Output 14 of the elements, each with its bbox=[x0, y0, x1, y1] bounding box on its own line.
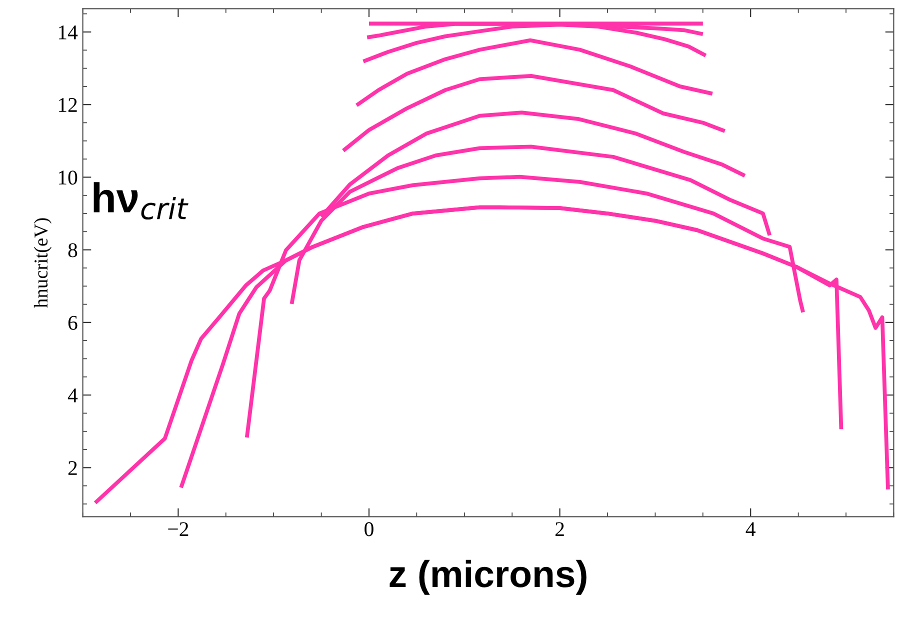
y-tick-label: 4 bbox=[68, 388, 78, 402]
y-tick-label: 12 bbox=[58, 98, 77, 112]
x-tick-label: 2 bbox=[556, 522, 564, 536]
y-tick-label: 8 bbox=[68, 243, 78, 258]
y-tick-label: 2 bbox=[68, 461, 77, 475]
x-axis-title: z (microns) bbox=[390, 560, 586, 595]
y-tick-label: 6 bbox=[68, 316, 78, 330]
x-tick-label: 4 bbox=[746, 522, 756, 536]
x-tick-label: −2 bbox=[168, 522, 188, 536]
y-tick-label: 14 bbox=[58, 25, 78, 40]
y-axis-title: hnucrit(eV) bbox=[34, 218, 52, 308]
annotation: hν$_{crit}$ bbox=[94, 182, 188, 220]
x-tick-label: 0 bbox=[364, 522, 374, 536]
y-tick-label: 10 bbox=[58, 170, 78, 185]
